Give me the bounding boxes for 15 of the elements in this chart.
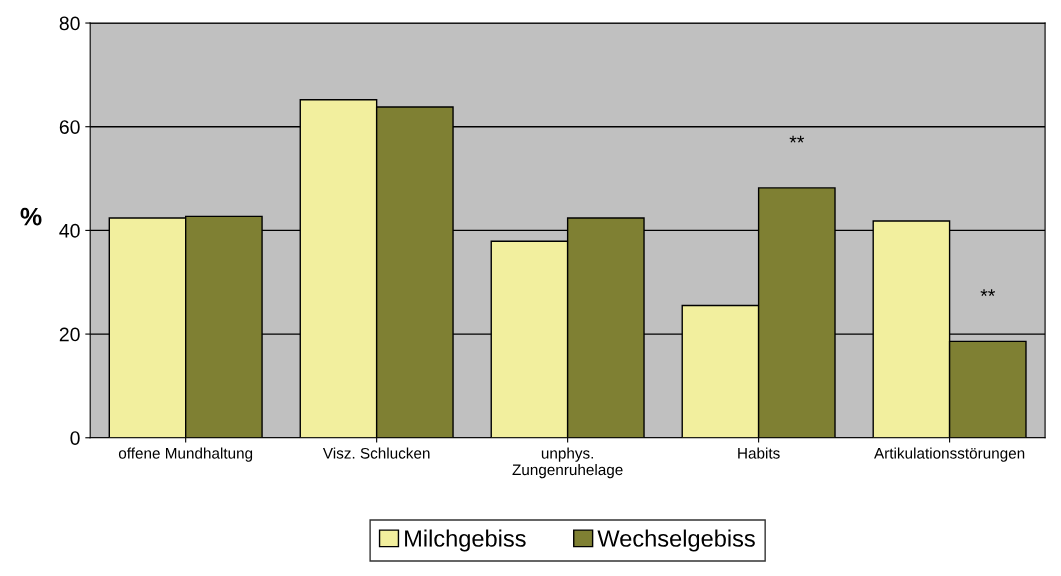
annotation: ** [789,135,805,143]
legend-label: Milchgebiss [405,529,526,552]
x-tick-label: Visz. Schlucken [322,447,430,459]
y-tick-label: 20 [59,327,80,342]
x-tick-label: Habits [738,447,780,459]
y-axis-title: % [20,207,42,226]
legend-label: Wechselgebiss [597,529,755,552]
y-tick-label: 80 [59,16,80,31]
annotation: ** [980,289,996,297]
y-tick-label: 60 [59,120,80,134]
y-tick-label: 40 [59,223,80,238]
x-tick-label: Artikulationsstörungen [874,447,1025,462]
y-tick-label: 0 [70,431,80,445]
x-tick-label: offene Mundhaltung [118,447,253,462]
x-tick-label: unphys. Zungenruhelage [512,447,623,479]
